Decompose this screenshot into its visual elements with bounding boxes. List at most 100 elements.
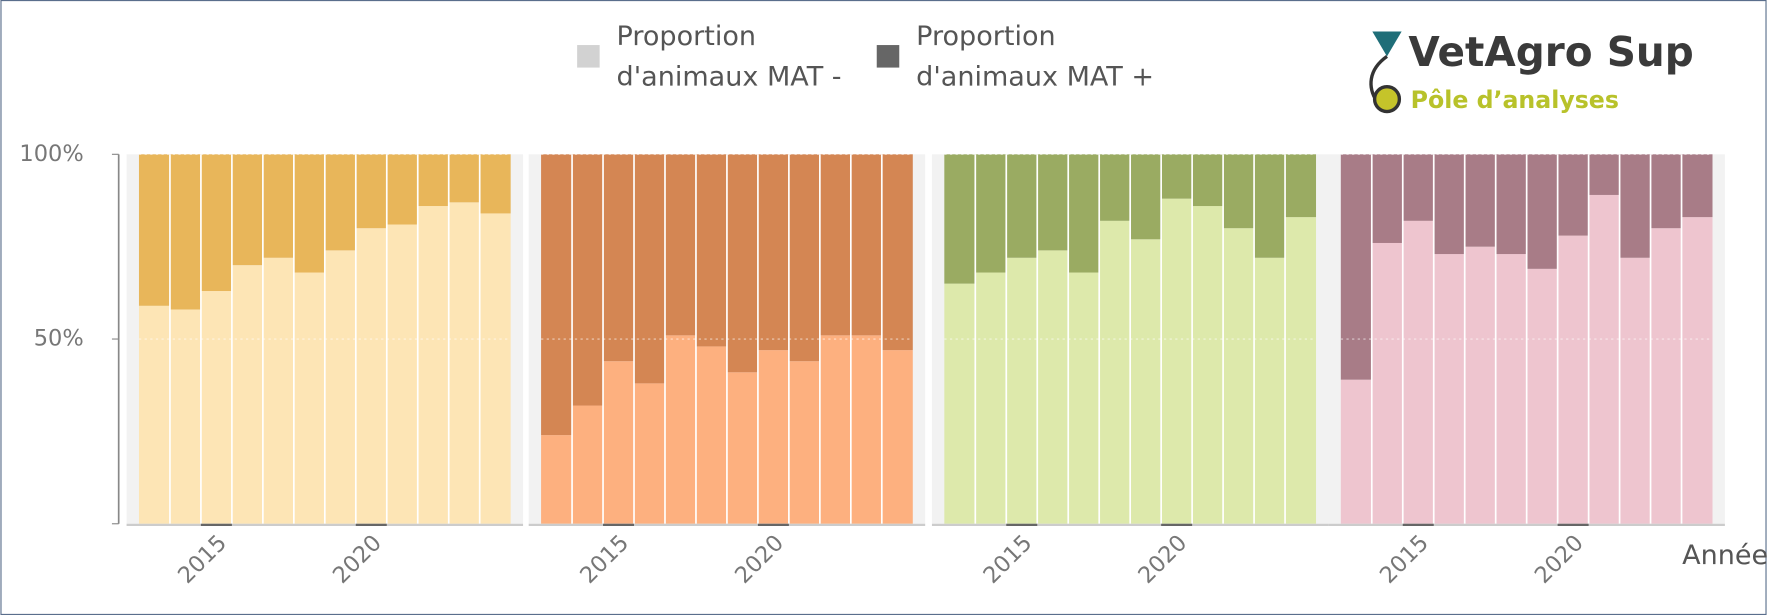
bar-segment <box>572 405 604 524</box>
bar-segment <box>1495 154 1527 255</box>
bar-segment <box>664 335 696 524</box>
bar-segment <box>1371 242 1403 524</box>
bar-segment <box>231 154 263 266</box>
bar-segment <box>1254 154 1286 258</box>
bar-segment <box>169 309 201 524</box>
bar-segment <box>448 154 480 203</box>
bar-segment <box>448 202 480 524</box>
legend-swatch <box>577 45 600 68</box>
logo-name: VetAgro Sup <box>1408 28 1693 76</box>
bar-segment <box>138 305 170 524</box>
bar-segment <box>1433 154 1465 255</box>
bar-segment <box>757 350 789 524</box>
bar-segment <box>1161 154 1193 199</box>
bar-segment <box>293 154 325 273</box>
bar-segment <box>603 361 635 524</box>
bar-segment <box>1161 198 1193 524</box>
bar-segment <box>881 350 913 524</box>
bar-segment <box>1619 154 1651 258</box>
bar-segment <box>1340 379 1372 524</box>
logo-subtitle: Pôle d’analyses <box>1411 86 1619 114</box>
bar-segment <box>1099 154 1131 221</box>
bar-segment <box>1495 254 1527 524</box>
bar-segment <box>1619 257 1651 524</box>
x-axis-label: Année <box>1682 540 1767 571</box>
bar-segment <box>1526 268 1558 524</box>
bar-segment <box>355 154 387 229</box>
y-tick-label: 100% <box>19 141 83 167</box>
bar-segment <box>324 154 356 251</box>
bar-segment <box>788 154 820 362</box>
legend-label: Proportion d'animaux MAT - <box>616 20 842 93</box>
bar-segment <box>695 154 727 347</box>
bar-segment <box>726 154 758 373</box>
bar-segment <box>1681 217 1713 524</box>
bar-segment <box>417 154 449 207</box>
bar-segment <box>1223 154 1255 229</box>
bar-segment <box>355 228 387 524</box>
bar-segment <box>664 154 696 336</box>
bar-segment <box>262 154 294 258</box>
bar-segment <box>1650 228 1682 524</box>
bar-segment <box>1681 154 1713 218</box>
bar-segment <box>603 154 635 362</box>
bar-segment <box>1464 246 1496 524</box>
bar-segment <box>1130 154 1162 240</box>
bar-segment <box>819 335 851 524</box>
bar-segment <box>1037 154 1069 251</box>
bar-segment <box>479 154 511 214</box>
bar-segment <box>634 154 665 384</box>
bar-segment <box>386 224 418 524</box>
bar-segment <box>231 265 263 524</box>
bar-segment <box>757 154 789 351</box>
logo: VetAgro Sup Pôle d’analyses <box>1369 28 1694 114</box>
bar-segment <box>386 154 418 225</box>
legend-swatch <box>876 45 900 68</box>
bar-segment <box>324 250 356 524</box>
bar-segment <box>944 283 976 524</box>
bar-segment <box>138 154 170 306</box>
bar-segment <box>1588 154 1620 195</box>
bar-segment <box>417 206 449 524</box>
bar-segment <box>1006 154 1038 258</box>
bar-segment <box>293 272 325 524</box>
bar-segment <box>1371 154 1403 243</box>
bar-segment <box>1526 154 1558 269</box>
bar-segment <box>1068 272 1100 524</box>
y-tick-label: 50% <box>34 326 84 352</box>
bar-segment <box>695 346 727 524</box>
bar-segment <box>1285 154 1317 218</box>
bar-segment <box>1285 217 1317 524</box>
legend-entry: Proportion d'animaux MAT - <box>616 20 842 93</box>
bar-segment <box>975 272 1007 524</box>
bar-segment <box>1650 154 1682 229</box>
bar-segment <box>1068 154 1100 273</box>
bar-segment <box>479 213 511 524</box>
bar-segment <box>1433 254 1465 524</box>
bar-segment <box>788 361 820 524</box>
bar-segment <box>1192 154 1224 207</box>
bar-segment <box>200 291 232 524</box>
legend-label: Proportion d'animaux MAT + <box>916 20 1155 93</box>
bar-segment <box>975 154 1007 273</box>
bar-segment <box>634 383 665 524</box>
bar-segment <box>1223 228 1255 524</box>
bar-segment <box>1588 194 1620 524</box>
bar-segment <box>572 154 604 406</box>
legend-entry: Proportion d'animaux MAT + <box>916 20 1155 93</box>
bar-segment <box>1402 220 1434 524</box>
bar-segment <box>1340 154 1372 380</box>
bar-segment <box>1254 257 1286 524</box>
bar-segment <box>1557 235 1589 524</box>
bar-segment <box>1464 154 1496 247</box>
bar-segment <box>169 154 201 310</box>
bar-segment <box>200 154 232 292</box>
bar-segment <box>944 154 976 284</box>
bar-segment <box>1557 154 1589 236</box>
bar-segment <box>262 257 294 524</box>
bar-segment <box>726 372 758 524</box>
bar-segment <box>850 335 882 524</box>
bar-segment <box>541 154 573 436</box>
